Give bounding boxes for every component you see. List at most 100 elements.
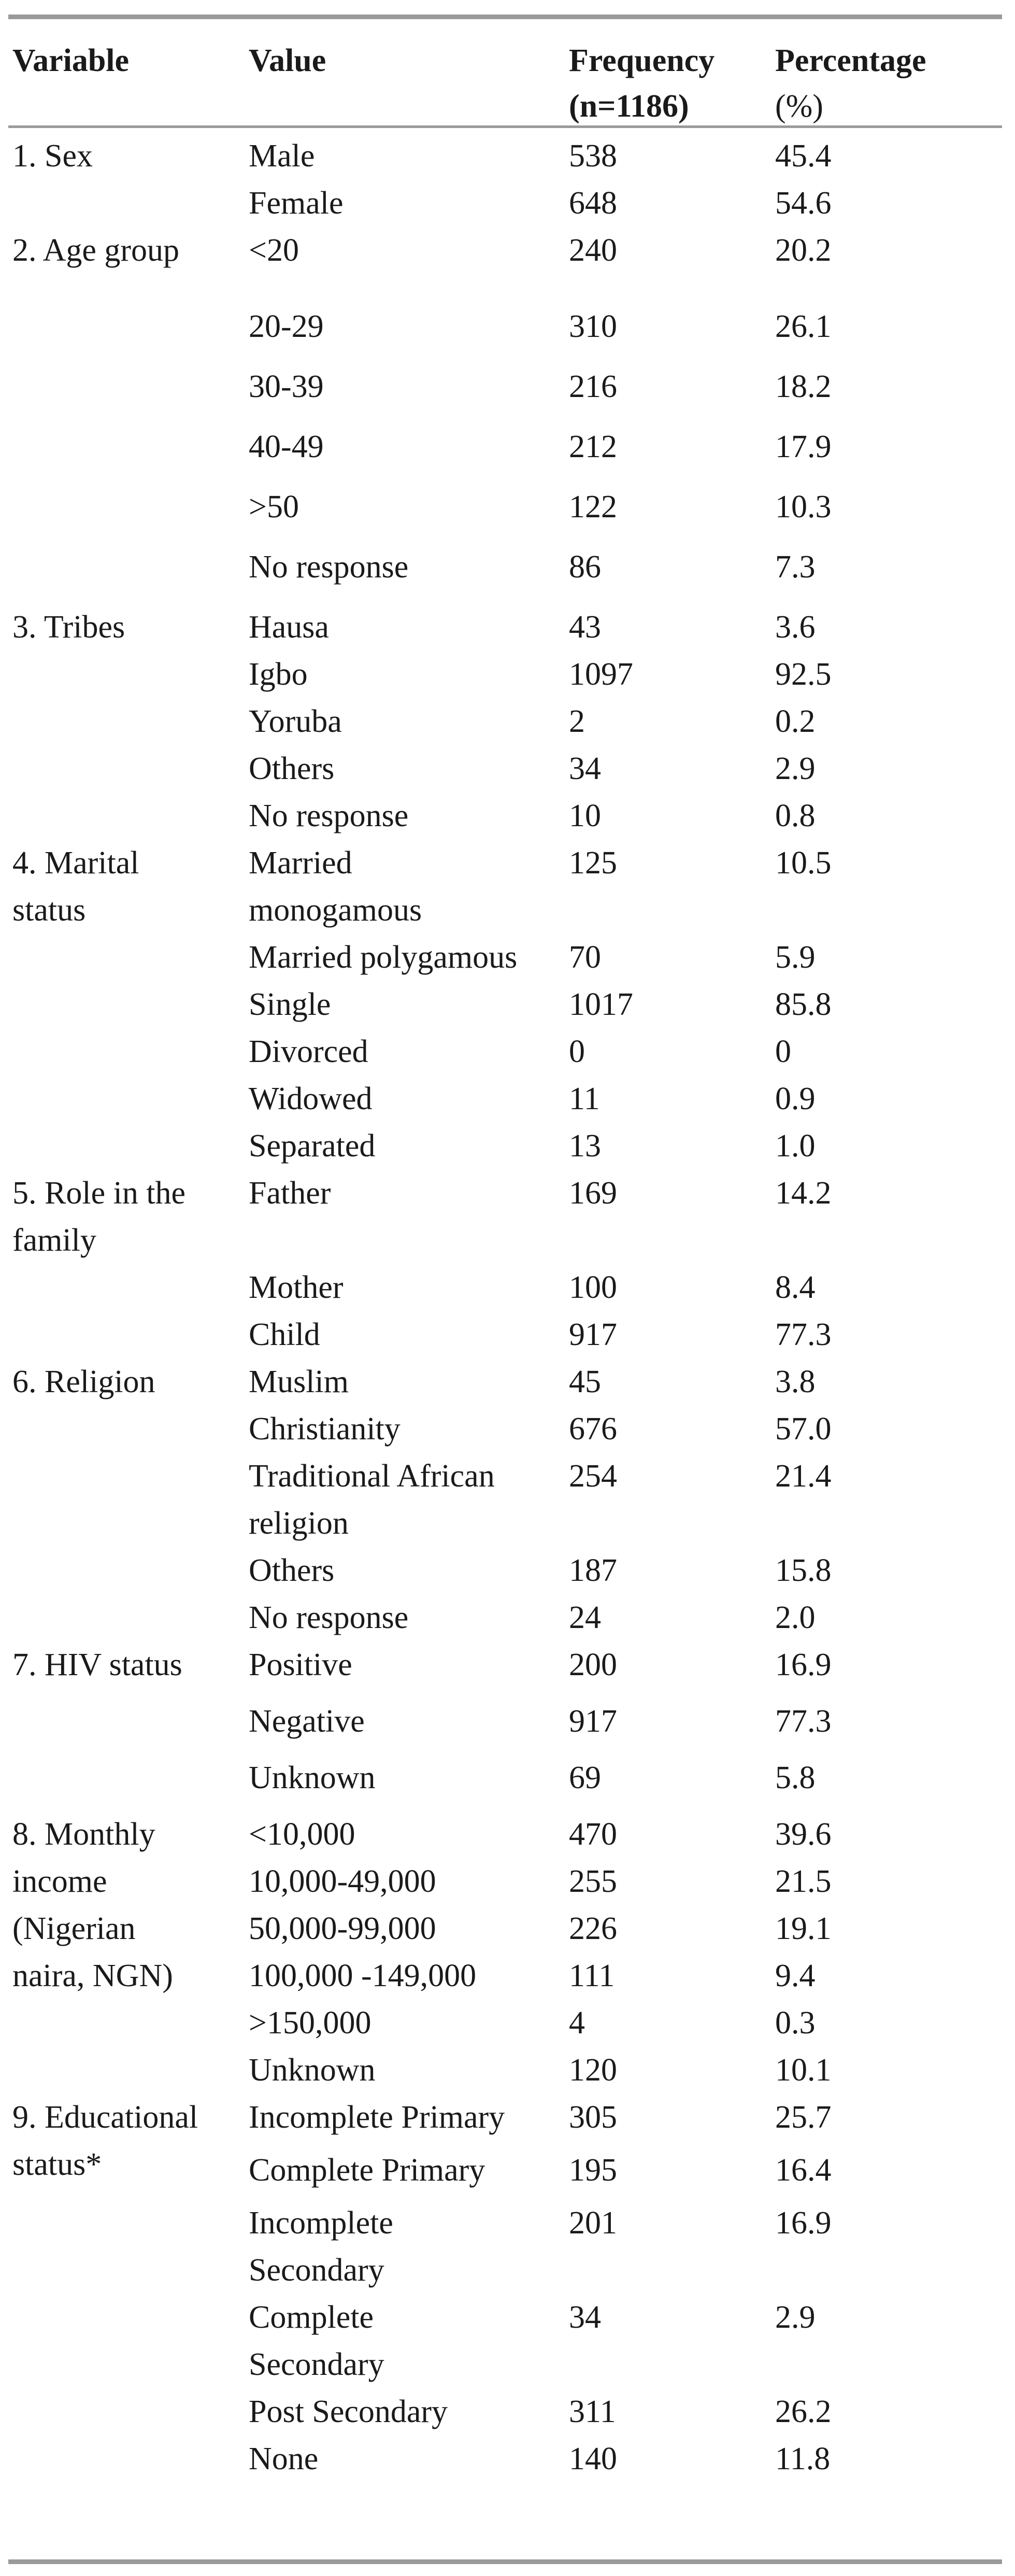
value-cell: Muslim xyxy=(249,1364,349,1399)
header-frequency: Frequency xyxy=(569,43,715,78)
variable-label: 6. Religion xyxy=(12,1364,155,1399)
variable-label: 4. Marital xyxy=(12,845,139,881)
percentage-cell: 15.8 xyxy=(775,1553,832,1588)
frequency-cell: 45 xyxy=(569,1364,601,1399)
percentage-cell: 21.5 xyxy=(775,1864,832,1899)
header-value: Value xyxy=(249,43,326,78)
value-cell: Unknown xyxy=(249,2053,376,2088)
frequency-cell: 187 xyxy=(569,1553,617,1588)
value-cell: Traditional African xyxy=(249,1459,495,1494)
percentage-cell: 5.9 xyxy=(775,940,816,975)
frequency-cell: 4 xyxy=(569,2005,585,2041)
value-cell: Others xyxy=(249,751,335,786)
percentage-cell: 2.9 xyxy=(775,751,816,786)
value-cell: Incomplete xyxy=(249,2205,393,2241)
frequency-cell: 125 xyxy=(569,845,617,881)
value-cell: Post Secondary xyxy=(249,2394,448,2429)
header-percentage: Percentage xyxy=(775,43,926,78)
percentage-cell: 10.3 xyxy=(775,489,832,525)
frequency-cell: 305 xyxy=(569,2100,617,2135)
value-cell: Hausa xyxy=(249,610,329,645)
frequency-cell: 917 xyxy=(569,1317,617,1352)
frequency-cell: 201 xyxy=(569,2205,617,2241)
frequency-cell: 255 xyxy=(569,1864,617,1899)
percentage-cell: 3.6 xyxy=(775,610,816,645)
value-cell: religion xyxy=(249,1506,349,1541)
percentage-cell: 16.4 xyxy=(775,2153,832,2188)
percentage-cell: 7.3 xyxy=(775,549,816,585)
frequency-cell: 1017 xyxy=(569,987,633,1022)
frequency-cell: 43 xyxy=(569,610,601,645)
frequency-cell: 169 xyxy=(569,1176,617,1211)
frequency-cell: 34 xyxy=(569,2300,601,2335)
frequency-cell: 310 xyxy=(569,309,617,344)
value-cell: No response xyxy=(249,1600,409,1635)
value-cell: Female xyxy=(249,186,344,221)
frequency-cell: 311 xyxy=(569,2394,616,2429)
frequency-cell: 2 xyxy=(569,704,585,739)
value-cell: Mother xyxy=(249,1270,344,1305)
variable-label: status xyxy=(12,893,86,928)
frequency-cell: 69 xyxy=(569,1760,601,1795)
percentage-cell: 8.4 xyxy=(775,1270,816,1305)
frequency-cell: 140 xyxy=(569,2441,617,2476)
demographics-table: Variable Value Frequency (n=1186) Percentage… xyxy=(8,0,1002,2576)
frequency-cell: 254 xyxy=(569,1459,617,1494)
table-bottom-rule xyxy=(8,2559,1002,2564)
value-cell: <20 xyxy=(249,233,299,268)
percentage-cell: 2.0 xyxy=(775,1600,816,1635)
percentage-cell: 11.8 xyxy=(775,2441,831,2476)
value-cell: 30-39 xyxy=(249,369,324,404)
frequency-cell: 648 xyxy=(569,186,617,221)
value-cell: Secondary xyxy=(249,2347,384,2382)
header-bottom-rule xyxy=(8,125,1002,128)
frequency-cell: 200 xyxy=(569,1647,617,1682)
percentage-cell: 18.2 xyxy=(775,369,832,404)
variable-label: naira, NGN) xyxy=(12,1958,173,1993)
variable-label: 8. Monthly xyxy=(12,1817,155,1852)
value-cell: Negative xyxy=(249,1704,365,1739)
percentage-cell: 9.4 xyxy=(775,1958,816,1993)
value-cell: Father xyxy=(249,1176,331,1211)
frequency-cell: 0 xyxy=(569,1034,585,1069)
value-cell: Incomplete Primary xyxy=(249,2100,505,2135)
percentage-cell: 19.1 xyxy=(775,1911,832,1946)
value-cell: 100,000 -149,000 xyxy=(249,1958,477,1993)
value-cell: >50 xyxy=(249,489,299,525)
variable-label: 9. Educational xyxy=(12,2100,198,2135)
percentage-cell: 1.0 xyxy=(775,1128,816,1164)
value-cell: Secondary xyxy=(249,2253,384,2288)
frequency-cell: 86 xyxy=(569,549,601,585)
value-cell: Child xyxy=(249,1317,320,1352)
percentage-cell: 17.9 xyxy=(775,429,832,464)
frequency-cell: 538 xyxy=(569,138,617,174)
frequency-cell: 226 xyxy=(569,1911,617,1946)
frequency-cell: 70 xyxy=(569,940,601,975)
percentage-cell: 57.0 xyxy=(775,1411,832,1447)
percentage-cell: 0 xyxy=(775,1034,791,1069)
variable-label: status* xyxy=(12,2147,102,2182)
value-cell: Complete Primary xyxy=(249,2153,485,2188)
percentage-cell: 2.9 xyxy=(775,2300,816,2335)
percentage-cell: 25.7 xyxy=(775,2100,832,2135)
value-cell: No response xyxy=(249,798,409,833)
frequency-cell: 195 xyxy=(569,2153,617,2188)
variable-label: 7. HIV status xyxy=(12,1647,182,1682)
percentage-cell: 20.2 xyxy=(775,233,832,268)
variable-label: (Nigerian xyxy=(12,1911,136,1946)
value-cell: Yoruba xyxy=(249,704,342,739)
frequency-cell: 470 xyxy=(569,1817,617,1852)
value-cell: 10,000-49,000 xyxy=(249,1864,436,1899)
frequency-cell: 13 xyxy=(569,1128,601,1164)
value-cell: Male xyxy=(249,138,315,174)
value-cell: Christianity xyxy=(249,1411,401,1447)
percentage-cell: 45.4 xyxy=(775,138,832,174)
variable-label: family xyxy=(12,1223,96,1258)
value-cell: monogamous xyxy=(249,893,422,928)
value-cell: 40-49 xyxy=(249,429,324,464)
value-cell: Married xyxy=(249,845,352,881)
value-cell: 20-29 xyxy=(249,309,324,344)
percentage-cell: 16.9 xyxy=(775,2205,832,2241)
variable-label: income xyxy=(12,1864,107,1899)
table-top-rule xyxy=(8,15,1002,19)
